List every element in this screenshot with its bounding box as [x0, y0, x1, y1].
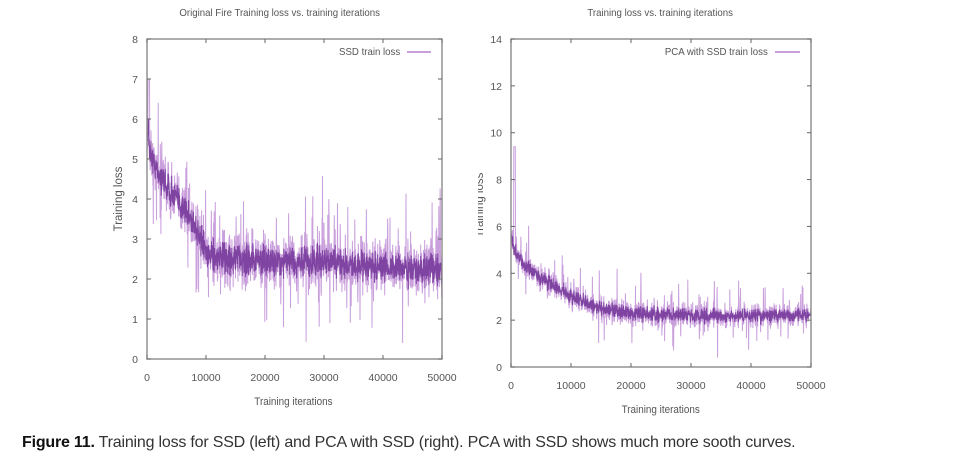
- chart-left-svg: Original Fire Training loss vs. training…: [113, 8, 457, 409]
- chart-title: Training loss vs. training iterations: [587, 8, 733, 19]
- y-tick-label: 0: [132, 354, 138, 366]
- y-tick-label: 10: [490, 128, 502, 140]
- y-tick-label: 1: [132, 314, 138, 326]
- x-tick-label: 0: [144, 372, 150, 384]
- y-tick-label: 4: [496, 268, 502, 280]
- y-tick-label: 2: [496, 315, 502, 327]
- chart-right-svg: Training loss vs. training iterations 0 1…: [474, 8, 826, 417]
- x-tick-label: 20000: [250, 372, 279, 384]
- y-tick-label: 6: [496, 221, 502, 233]
- x-tick-label: 50000: [796, 380, 825, 392]
- x-tick-label: 30000: [676, 380, 705, 392]
- legend-label: SSD train loss: [339, 47, 400, 58]
- series-line: [510, 234, 812, 325]
- plot-area: 0 10000 20000 30000 40000 50000 0 1 2 3 4 5 6 7 8: [132, 34, 457, 384]
- y-tick-label: 12: [490, 81, 502, 93]
- plot-area: 0 10000 20000 30000 40000 50000 0 2 4 6 8 10 12 14: [490, 34, 825, 392]
- x-tick-label: 0: [508, 380, 514, 392]
- y-tick-label: 3: [132, 234, 138, 246]
- chart-right-pca-ssd: Training loss vs. training iterations 0 1…: [474, 0, 956, 420]
- x-tick-label: 20000: [616, 380, 645, 392]
- y-tick-label: 2: [132, 274, 138, 286]
- y-tick-label: 14: [490, 34, 502, 46]
- y-tick-label: 0: [496, 362, 502, 374]
- x-tick-label: 50000: [427, 372, 456, 384]
- x-tick-label: 40000: [368, 372, 397, 384]
- x-tick-label: 10000: [191, 372, 220, 384]
- chart-title: Original Fire Training loss vs. training…: [179, 8, 380, 19]
- y-axis-label: Training loss: [478, 172, 486, 237]
- x-axis-label: Training iterations: [254, 397, 332, 409]
- y-tick-label: 7: [132, 74, 138, 86]
- series-line: [146, 117, 443, 290]
- y-tick-label: 8: [496, 175, 502, 187]
- x-axis-label: Training iterations: [622, 405, 700, 417]
- y-tick-label: 6: [132, 114, 138, 126]
- y-tick-label: 8: [132, 34, 138, 46]
- x-tick-label: 40000: [736, 380, 765, 392]
- plot-frame: [146, 38, 443, 360]
- legend-label: PCA with SSD train loss: [665, 47, 768, 58]
- series-line-light: [146, 78, 443, 344]
- figure-caption: Figure 11. Training loss for SSD (left) …: [22, 434, 796, 452]
- x-tick-label: 30000: [309, 372, 338, 384]
- x-tick-label: 10000: [556, 380, 585, 392]
- caption-label: Figure 11.: [22, 434, 95, 451]
- y-tick-label: 5: [132, 154, 138, 166]
- series-line-light: [510, 146, 812, 358]
- caption-text: Training loss for SSD (left) and PCA wit…: [94, 434, 796, 451]
- chart-left-ssd: Original Fire Training loss vs. training…: [0, 0, 478, 420]
- plot-frame: [510, 38, 812, 368]
- y-tick-label: 4: [132, 194, 138, 206]
- y-axis-label: Training loss: [113, 166, 125, 231]
